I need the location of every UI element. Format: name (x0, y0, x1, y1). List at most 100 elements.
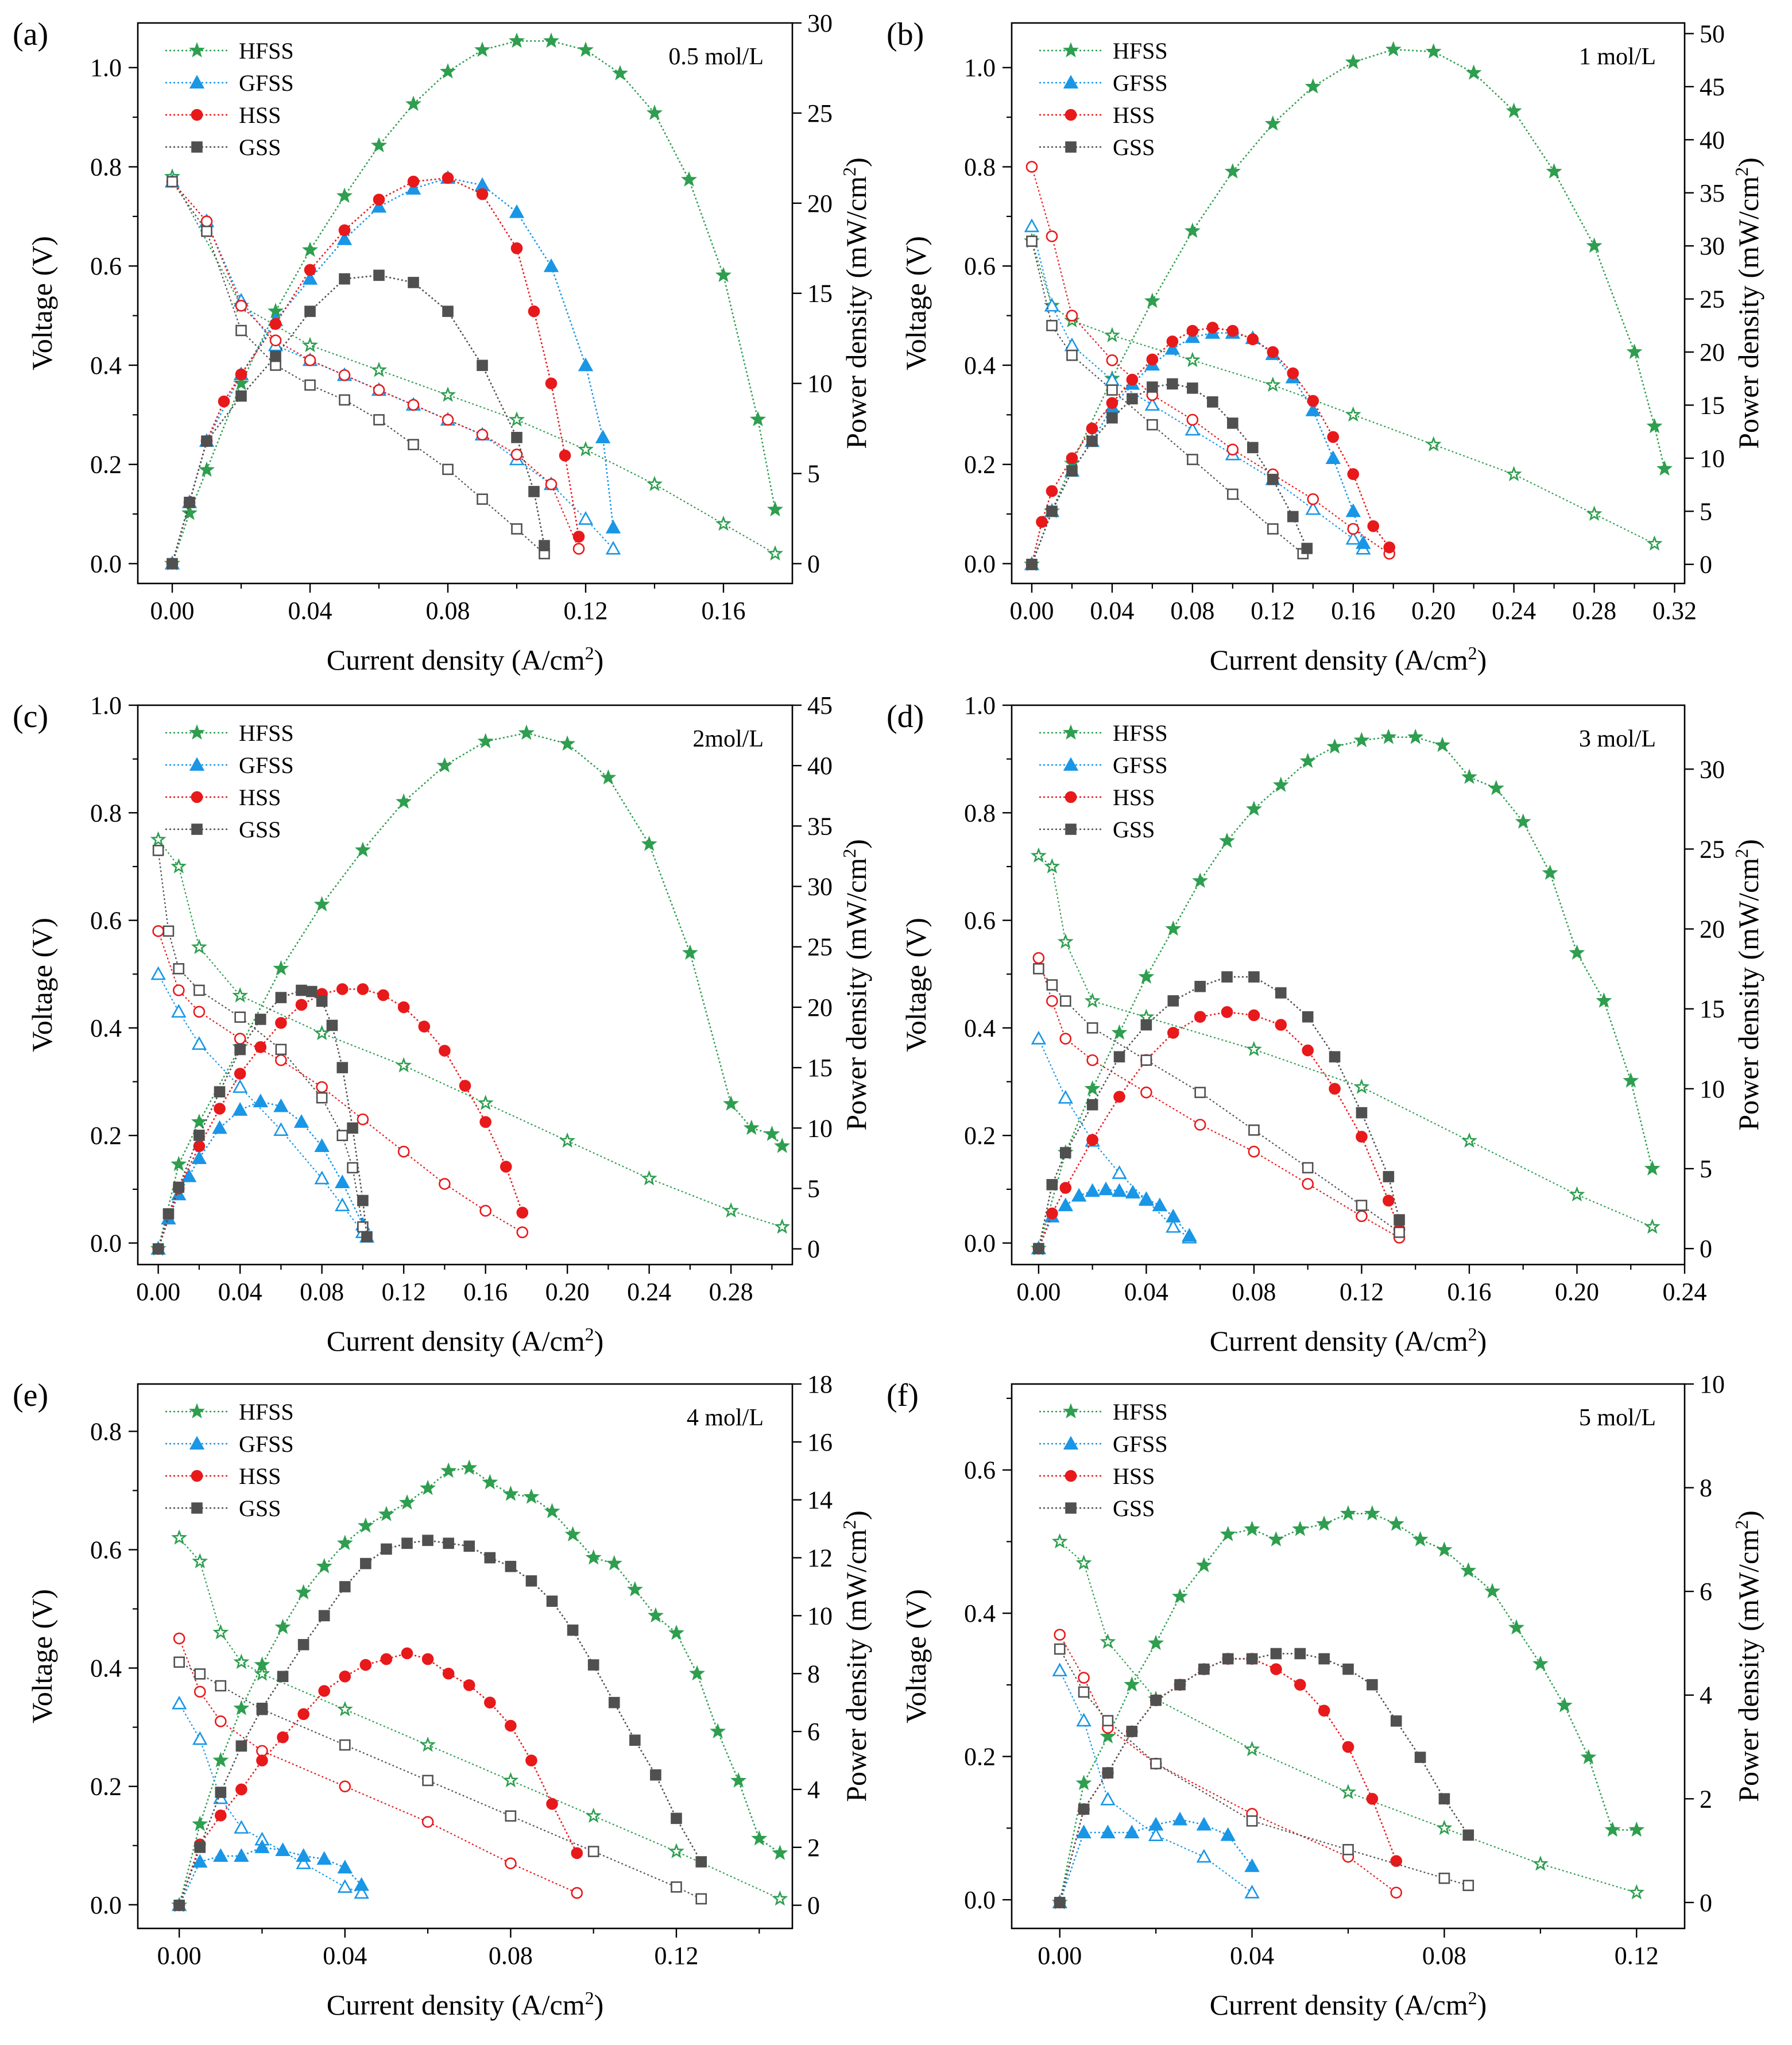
voltage-point (1066, 310, 1078, 322)
power-point (1046, 485, 1058, 497)
voltage-point (335, 1197, 350, 1212)
concentration-label: 1 mol/L (1579, 44, 1656, 70)
legend-label-gfss: GFSS (239, 1431, 294, 1457)
y-right-tick-label: 30 (807, 873, 833, 901)
power-point (476, 188, 489, 200)
power-point (1367, 520, 1380, 532)
power-point (407, 175, 420, 188)
power-point (1106, 412, 1118, 424)
voltage-point (1628, 1884, 1645, 1900)
x-tick-label: 0.20 (545, 1278, 590, 1306)
power-point (482, 1474, 498, 1490)
x-axis-label: Current density (A/cm2) (327, 1988, 604, 2021)
voltage-point (774, 1218, 791, 1234)
power-point (723, 1095, 740, 1111)
power-point (1140, 1019, 1152, 1031)
power-point (477, 733, 494, 749)
power-point (629, 1734, 641, 1746)
voltage-point (508, 411, 525, 427)
x-axis-label: Current density (A/cm2) (327, 1324, 604, 1357)
legend-label-gfss: GFSS (1113, 1431, 1168, 1457)
voltage-point (1644, 1218, 1661, 1234)
voltage-curve (172, 176, 776, 555)
y-right-tick-label: 16 (807, 1428, 833, 1456)
y-left-tick-label: 0.0 (90, 1891, 122, 1919)
voltage-point (1046, 979, 1058, 991)
legend: HFSS GFSS HSS GSS (1039, 1399, 1168, 1521)
x-axis-label: Current density (A/cm2) (1210, 1988, 1487, 2021)
power-point (1247, 442, 1259, 454)
y-left-tick-label: 0.8 (90, 1417, 122, 1445)
legend-label-gfss: GFSS (239, 70, 294, 96)
voltage-point (1059, 995, 1071, 1007)
series-gss (1033, 963, 1405, 1254)
voltage-point (605, 540, 621, 555)
voltage-point (1112, 1165, 1127, 1179)
x-tick-label: 0.00 (1009, 597, 1054, 625)
power-point (1220, 1827, 1236, 1841)
y-right-tick-label: 35 (807, 812, 833, 840)
power-point (1172, 1811, 1188, 1826)
x-tick-label: 0.12 (382, 1278, 426, 1306)
power-curve (1031, 383, 1308, 565)
legend-label-hss: HSS (239, 1463, 281, 1489)
voltage-point (1166, 1219, 1181, 1233)
voltage-point (1347, 523, 1360, 535)
voltage-point (1532, 1855, 1549, 1871)
power-point (1184, 222, 1201, 238)
power-point (235, 1783, 247, 1796)
voltage-point (1356, 1210, 1368, 1223)
voltage-point (1024, 218, 1040, 233)
power-point (1356, 535, 1371, 549)
power-point (1186, 324, 1199, 337)
concentration-label: 5 mol/L (1579, 1405, 1656, 1431)
power-point (1182, 1228, 1197, 1242)
voltage-point (316, 1081, 328, 1093)
voltage-point (646, 476, 663, 492)
x-tick-label: 0.28 (1572, 597, 1616, 625)
power-point (234, 1848, 249, 1862)
power-point (1412, 1531, 1429, 1547)
y-left-axis-label: Voltage (V) (900, 918, 932, 1052)
power-point (401, 1647, 413, 1660)
power-point (275, 992, 287, 1003)
power-point (360, 1557, 371, 1569)
power-point (1347, 468, 1360, 480)
power-point (1438, 1793, 1450, 1805)
x-tick-label: 0.20 (1411, 597, 1456, 625)
voltage-point (1184, 351, 1201, 368)
power-point (484, 1552, 496, 1564)
power-curve (171, 177, 614, 564)
y-right-tick-label: 8 (1700, 1474, 1712, 1502)
y-right-tick-label: 0 (1700, 551, 1712, 579)
series-gfss (1024, 218, 1371, 570)
y-right-tick-label: 20 (807, 190, 833, 218)
voltage-point (304, 379, 316, 391)
voltage-point (1436, 1819, 1453, 1835)
voltage-point (1104, 327, 1120, 343)
power-point (1307, 395, 1319, 407)
power-point (1198, 1663, 1210, 1675)
power-point (502, 1485, 519, 1501)
power-point (528, 305, 540, 318)
panel-letter: (f) (887, 1378, 919, 1413)
power-point (1356, 1107, 1368, 1119)
power-point (1515, 813, 1531, 829)
voltage-point (171, 1695, 187, 1710)
voltage-point (695, 1893, 707, 1905)
voltage-point (215, 1680, 227, 1692)
power-point (730, 1772, 747, 1788)
power-point (1461, 768, 1477, 784)
voltage-point (516, 1226, 529, 1239)
power-point (1267, 474, 1279, 485)
x-tick-label: 0.00 (157, 1942, 202, 1970)
x-tick-label: 0.16 (1331, 597, 1375, 625)
power-point (611, 65, 629, 80)
y-right-tick-label: 10 (807, 370, 833, 398)
plot-frame (137, 704, 794, 1266)
power-point (509, 204, 525, 218)
voltage-curve (157, 850, 363, 1227)
voltage-point (370, 361, 388, 377)
voltage-point (215, 1715, 227, 1727)
power-point (1219, 832, 1236, 848)
